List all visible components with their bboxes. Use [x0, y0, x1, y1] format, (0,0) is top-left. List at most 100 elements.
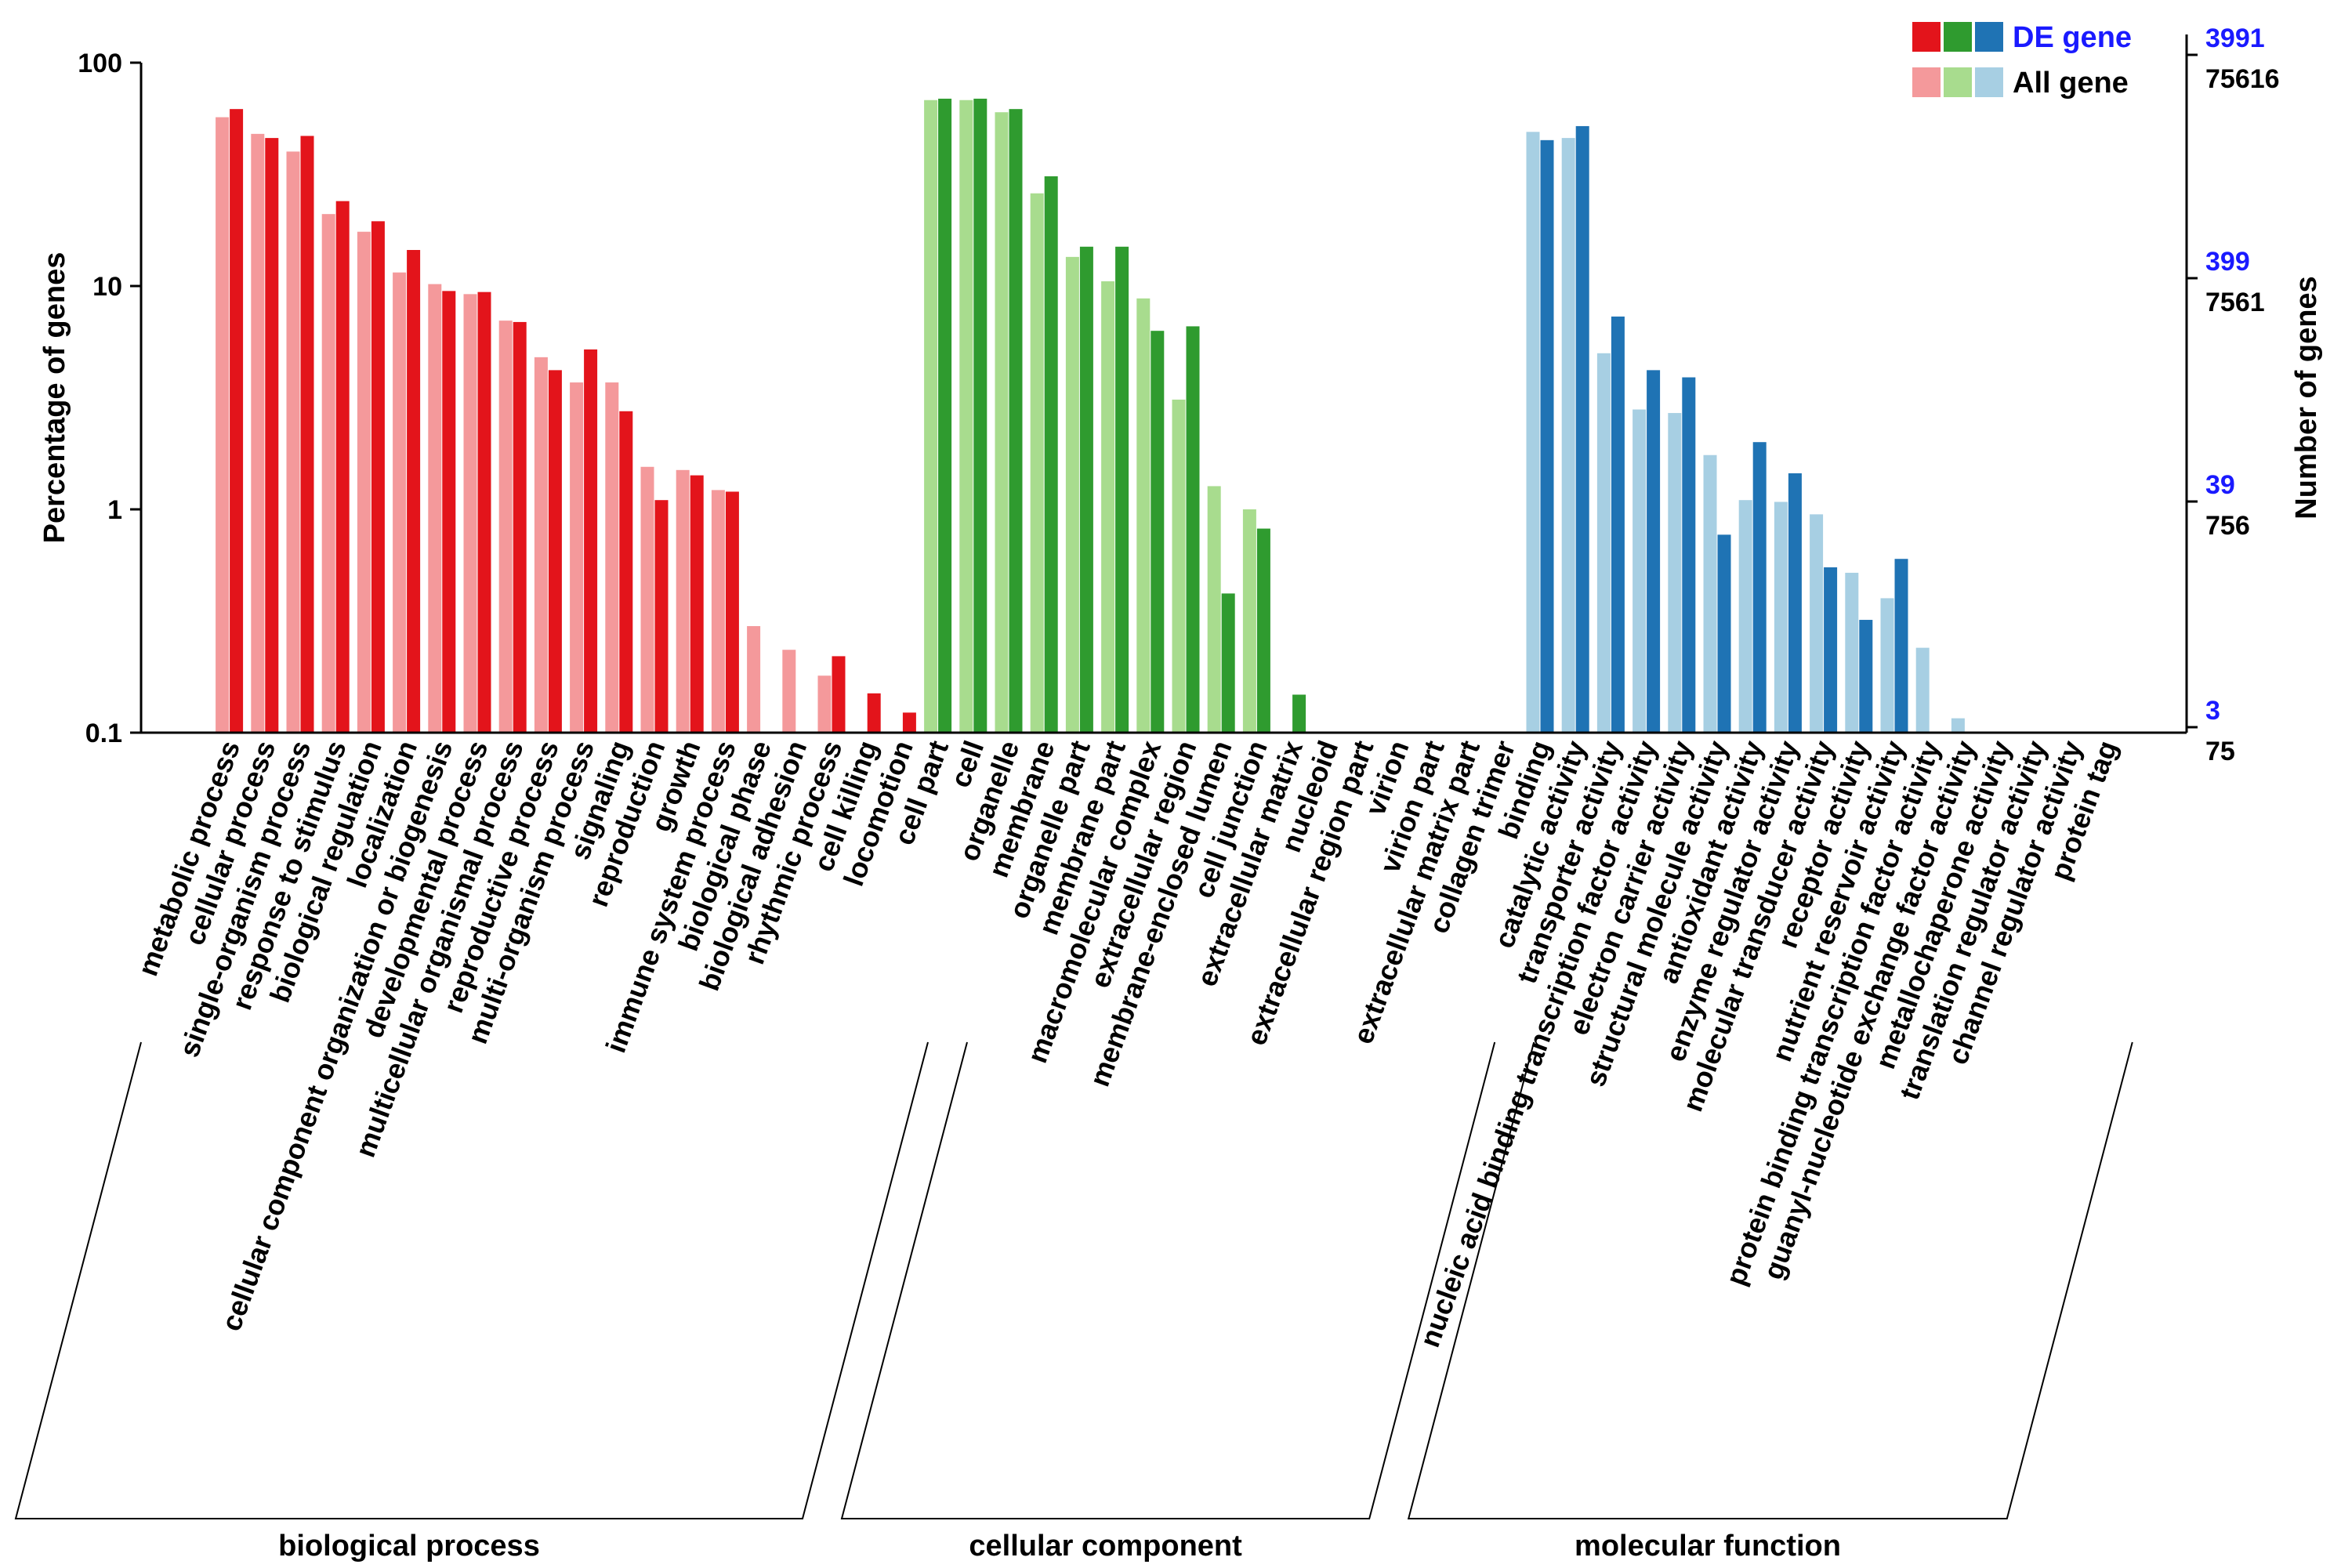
bar-de-gene [371, 221, 385, 733]
legend-swatch-de [1912, 22, 1941, 52]
y2-all-tick-label: 7561 [2205, 288, 2265, 317]
bar-all-gene [216, 117, 230, 733]
bar-de-gene [1647, 370, 1661, 733]
y2-de-tick-label: 399 [2205, 247, 2250, 277]
bar-all-gene [393, 272, 407, 733]
bar-de-gene [1221, 593, 1235, 733]
bar-de-gene [442, 291, 456, 733]
bar-all-gene [463, 294, 477, 733]
group-brackets-layer: biological process cellular component mole… [14, 1041, 2133, 1563]
bar-all-gene [995, 112, 1009, 733]
y2-all-tick-label: 75 [2205, 737, 2235, 766]
bar-de-gene [1682, 377, 1696, 733]
bar-de-gene [1044, 176, 1058, 733]
y2-axis-title: Number of genes [2290, 276, 2323, 519]
bar-all-gene [959, 100, 973, 733]
bar-all-gene [357, 231, 371, 733]
bar-de-gene [513, 321, 527, 733]
bar-de-gene [1611, 316, 1625, 733]
legend-label-all: All gene [2013, 67, 2129, 100]
legend-swatch-all [1944, 67, 1972, 97]
bar-all-gene [1207, 486, 1221, 733]
bar-all-gene [1172, 399, 1186, 733]
bar-de-gene [230, 109, 244, 733]
bar-all-gene [321, 214, 335, 733]
bar-de-gene [300, 136, 314, 733]
bar-de-gene [1256, 528, 1270, 733]
bar-de-gene [1186, 326, 1200, 733]
bar-de-gene [548, 370, 562, 733]
bar-all-gene [817, 675, 832, 733]
bar-de-gene [725, 491, 739, 733]
bar-de-gene [1859, 620, 1873, 733]
bar-de-gene [1752, 442, 1767, 733]
bar-all-gene [676, 469, 690, 733]
bar-de-gene [584, 349, 598, 733]
y2-de-tick-label: 3991 [2205, 24, 2265, 53]
bar-de-gene [1009, 109, 1023, 733]
bar-de-gene [1575, 125, 1589, 733]
group-label: biological process [278, 1530, 540, 1563]
group-label: molecular function [1575, 1530, 1841, 1563]
y2-de-tick-label: 39 [2205, 470, 2235, 500]
axes-layer: 100 10 1 0.1 3991 75616 399 7561 39 756 3 75 Percent… [38, 24, 2323, 766]
bar-all-gene [1030, 193, 1044, 733]
y2-de-tick-label: 3 [2205, 696, 2220, 726]
legend-swatch-all [1912, 67, 1941, 97]
bar-all-gene [711, 490, 725, 733]
y-tick-label: 10 [92, 272, 122, 302]
bar-de-gene [654, 500, 669, 733]
bar-all-gene [251, 133, 265, 733]
bar-all-gene [1242, 509, 1256, 733]
y2-all-tick-label: 75616 [2205, 64, 2280, 94]
bar-de-gene [1717, 534, 1731, 733]
bar-all-gene [1774, 502, 1788, 733]
bar-all-gene [1561, 138, 1575, 733]
bar-de-gene [902, 712, 916, 733]
bar-all-gene [1596, 353, 1611, 733]
bars-layer [216, 98, 1965, 733]
bar-all-gene [1065, 256, 1079, 733]
bar-all-gene [1633, 409, 1647, 733]
legend-swatch-de [1975, 22, 2003, 52]
bar-de-gene [1788, 473, 1802, 733]
y2-all-tick-label: 756 [2205, 511, 2250, 541]
bar-all-gene [1136, 298, 1151, 733]
group-bracket [1407, 1041, 2133, 1519]
bar-de-gene [619, 411, 633, 733]
y-axis-title: Percentage of genes [38, 252, 71, 544]
bar-de-gene [690, 475, 704, 733]
y-tick-label: 100 [78, 49, 122, 78]
bar-all-gene [1951, 718, 1965, 733]
bar-de-gene [832, 656, 846, 733]
legend-swatch-de [1944, 22, 1972, 52]
bar-de-gene [477, 292, 491, 733]
bar-all-gene [1101, 281, 1115, 733]
bar-de-gene [1151, 331, 1165, 733]
bar-de-gene [335, 201, 350, 733]
bar-all-gene [605, 382, 619, 733]
bar-all-gene [286, 151, 300, 733]
legend: DE gene All gene [1912, 21, 2132, 100]
bar-all-gene [1880, 598, 1894, 733]
bar-de-gene [1292, 694, 1306, 733]
bar-all-gene [1915, 647, 1930, 733]
bar-all-gene [640, 466, 654, 733]
bar-de-gene [1115, 246, 1129, 733]
bar-de-gene [1079, 246, 1093, 733]
bar-all-gene [1668, 413, 1682, 733]
y-tick-label: 0.1 [85, 719, 122, 748]
bar-all-gene [498, 320, 513, 733]
bar-de-gene [407, 250, 421, 733]
bar-de-gene [973, 98, 987, 733]
group-bracket [14, 1041, 929, 1519]
bar-de-gene [1824, 567, 1838, 733]
bar-all-gene [1703, 454, 1717, 733]
bar-de-gene [867, 693, 881, 733]
bar-all-gene [1845, 572, 1859, 733]
bar-all-gene [1526, 132, 1540, 733]
y-tick-label: 1 [107, 495, 122, 525]
bar-all-gene [534, 357, 548, 733]
